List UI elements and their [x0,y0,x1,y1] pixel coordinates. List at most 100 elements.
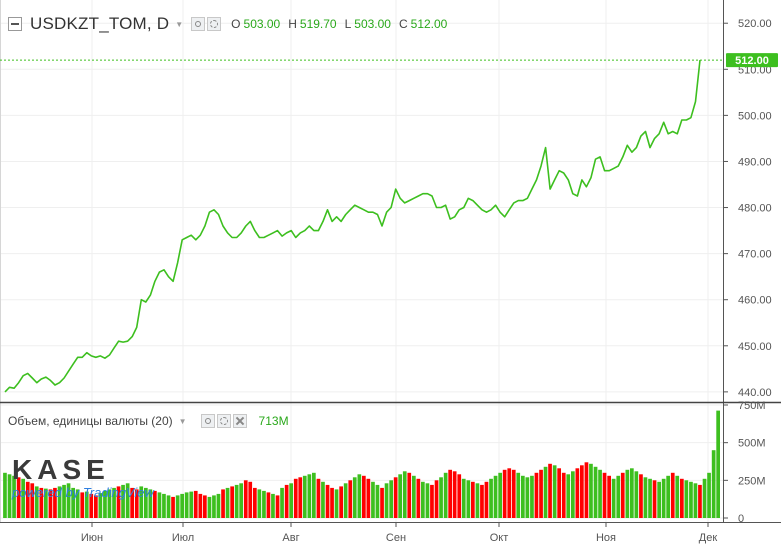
volume-bar [253,487,257,518]
volume-bar [130,487,134,518]
volume-bar [302,475,307,518]
collapse-icon[interactable] [8,17,22,31]
volume-bar [402,471,407,518]
volume-bar [657,481,661,518]
volume-bar [216,493,221,518]
volume-bar [711,450,716,518]
volume-bar [489,478,493,518]
volume-bar [207,496,212,518]
symbol-title[interactable]: USDKZT_TOM, D [30,14,170,33]
volume-bar [162,493,166,518]
price-tick-label: 490.00 [738,156,772,168]
volume-bar [21,478,25,518]
volume-bar [230,486,234,518]
volume-bar [289,483,293,518]
low-key: L [344,17,352,31]
volume-tick-label: 750M [738,400,766,412]
kase-logo: KASE [12,454,110,485]
time-tick-label: Дек [699,532,718,544]
price-tick-label: 440.00 [738,387,772,399]
volume-bar [139,486,144,518]
volume-bar [316,478,321,518]
volume-bar [384,483,389,518]
volume-bar [144,487,148,518]
time-tick-label: Сен [386,532,406,544]
volume-bar [507,468,512,518]
volume-bar [312,472,316,518]
volume-bar [339,486,343,518]
volume-bar [421,481,425,518]
main-series-legend: USDKZT_TOM, D ▼ O 503.00 H 519.70 L 503.… [8,14,447,34]
volume-bar [539,469,543,518]
volume-bar [680,478,684,518]
volume-bar [502,469,507,518]
volume-bar [625,469,630,518]
volume-bar [57,486,62,518]
volume-bar [693,483,698,518]
volume-bar [689,481,693,518]
volume-tick-label: 500M [738,438,766,450]
price-tick-label: 460.00 [738,295,772,307]
volume-bar [293,478,298,518]
volume-bar [412,475,416,518]
high-key: H [288,17,297,31]
volume-bar [84,491,89,518]
volume-bar [552,465,557,518]
volume-bar [652,480,657,518]
volume-bar [702,478,707,518]
volume-bar [225,487,230,518]
volume-bar [698,484,702,518]
close-icon[interactable] [232,414,247,428]
volume-format-icon[interactable] [216,414,231,428]
volume-bar [153,490,157,518]
volume-bar [602,472,607,518]
volume-bar [593,466,598,518]
volume-settings-icon[interactable] [200,414,215,428]
price-tick-label: 500.00 [738,110,772,122]
volume-bar [148,489,153,518]
volume-bar [398,474,402,518]
volume-bar [7,474,12,518]
volume-bar [257,489,262,518]
settings-icon[interactable] [191,17,206,31]
volume-bar [193,490,198,518]
volume-bar [334,489,339,518]
volume-bar [516,472,521,518]
volume-bar [284,484,289,518]
volume-bar [643,477,648,518]
volume-bar [457,474,462,518]
volume-bar [675,475,680,518]
close-key: C [398,17,408,31]
high-value: 519.70 [299,17,337,31]
format-icon[interactable] [207,17,222,31]
volume-bar [375,484,380,518]
volume-bar [221,489,225,518]
volume-bar [598,469,602,518]
volume-bar [330,487,334,518]
volume-bar [121,484,125,518]
symbol-menu-chevron-icon[interactable]: ▼ [175,19,184,29]
last-price-badge [726,53,778,68]
volume-bar [661,478,666,518]
close-value: 512.00 [410,17,448,31]
volume-menu-chevron-icon[interactable]: ▼ [178,416,187,426]
grid-lines [0,0,723,522]
volume-bar [557,468,561,518]
price-tick-label: 450.00 [738,341,772,353]
volume-bar [234,484,239,518]
volume-bar [521,475,525,518]
volume-bar [484,481,489,518]
volume-bar [16,477,21,518]
volume-bar [198,493,203,518]
volume-bar [534,472,539,518]
volume-bar [707,472,711,518]
price-tick-label: 480.00 [738,203,772,215]
volume-bar [116,486,121,518]
volume-bar [443,472,448,518]
volume-bar [348,480,353,518]
volume-bar [321,481,325,518]
volume-bar [112,487,116,518]
volume-bar [425,483,430,518]
volume-title[interactable]: Объем, единицы валюты (20) [8,414,173,428]
